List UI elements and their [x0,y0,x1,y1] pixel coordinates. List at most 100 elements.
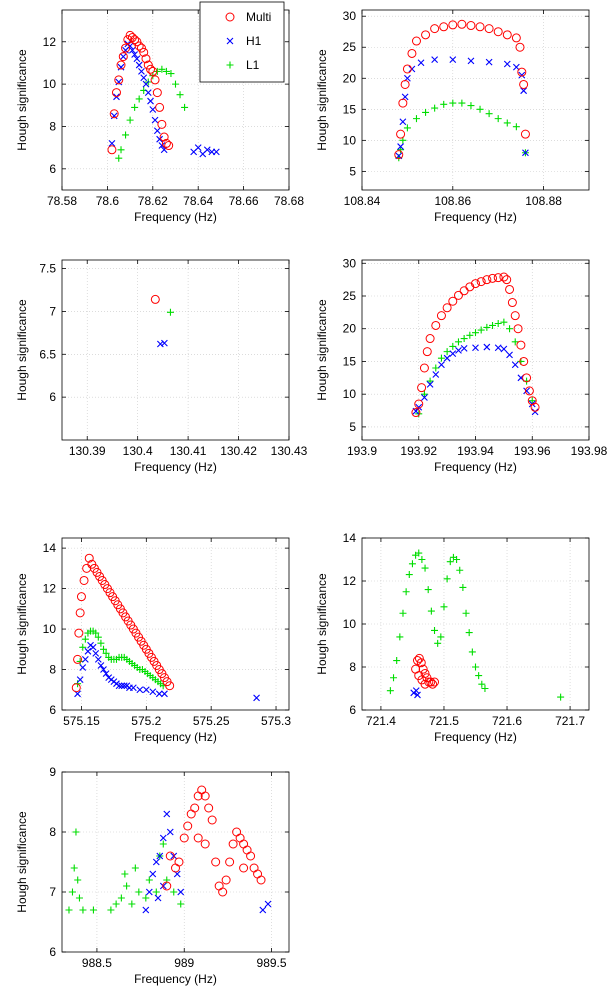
data-point [159,834,167,842]
panel-2: 108.84 108.86 108.88 5 10 15 20 25 30 Frequency (… [315,9,590,224]
x-tick-label: 108.84 [344,194,381,208]
x-tick-label: 78.62 [138,194,168,208]
data-point [170,888,178,896]
data-point [524,386,534,396]
data-point [155,690,163,698]
data-point [75,608,85,618]
series-l1 [415,318,536,418]
y-tick-label: 5 [349,164,356,178]
legend-label-l1: L1 [246,58,260,72]
data-point [454,338,462,346]
x-tick-label: 78.58 [47,194,77,208]
data-point [150,294,160,304]
series-multi [162,785,266,897]
legend-label-h1: H1 [246,34,262,48]
data-point [156,852,164,860]
data-point [158,142,166,149]
y-tick-label: 6.5 [39,347,56,361]
data-point [128,900,136,908]
data-point [520,87,528,95]
data-point [119,53,127,60]
data-point [97,662,105,669]
data-point [415,403,423,411]
data-point [84,553,94,563]
data-point [158,65,166,73]
data-point [92,629,100,637]
data-point [228,839,238,849]
data-point [114,75,124,85]
data-point [71,683,81,693]
y-axis-label: Hough significance [15,573,29,675]
data-point [430,677,440,687]
x-tick-label: 130.43 [271,444,308,458]
data-point [154,894,162,902]
data-point [246,851,256,861]
data-point [411,408,421,418]
x-tick-label: 130.41 [170,444,207,458]
data-point [517,357,525,365]
data-point [483,323,491,331]
data-point [455,346,462,354]
data-point [135,61,143,69]
data-point [531,408,539,416]
data-point [72,828,80,836]
data-point [420,390,428,398]
data-point [142,894,150,902]
x-tick-label: 721.5 [429,714,459,728]
data-point [166,828,174,836]
series-h1 [74,641,260,702]
data-point [403,124,411,132]
data-point [510,311,520,321]
data-point [143,60,153,70]
data-point [502,30,512,40]
data-point [511,361,519,369]
data-point [79,664,87,671]
data-point [159,840,167,848]
data-point [431,104,439,112]
data-point [417,59,425,67]
data-point [420,679,430,689]
data-point [207,815,217,825]
data-point [74,628,84,638]
data-point [402,588,410,596]
data-point [402,64,412,74]
data-point [465,629,473,637]
y-tick-label: 7.5 [39,262,56,276]
data-point [157,119,167,129]
y-tick-label: 10 [343,387,357,401]
data-point [76,592,86,602]
data-point [183,821,193,831]
data-point [164,141,174,151]
data-point [437,633,445,641]
series-l1 [386,549,565,701]
x-axis-label: Frequency (Hz) [134,210,217,224]
y-tick-label: 5 [349,420,356,434]
data-point [475,672,483,680]
data-point [74,876,82,884]
data-point [130,35,140,45]
x-tick-label: 78.64 [183,194,213,208]
data-point [121,870,129,878]
data-point [133,55,141,63]
y-tick-label: 15 [343,102,357,116]
data-point [89,906,97,914]
data-point [218,887,228,897]
data-point [122,131,130,139]
data-point [102,649,110,657]
x-tick-label: 78.68 [274,194,304,208]
data-point [443,348,451,356]
data-point [115,154,123,162]
data-point [414,691,421,699]
y-tick-label: 6 [49,390,56,404]
data-point [131,51,139,58]
data-point [102,670,110,677]
series-layer [150,294,174,348]
data-point [493,273,503,283]
data-point [466,21,476,31]
x-tick-label: 575.15 [63,714,100,728]
data-point [426,677,436,687]
data-point [522,149,529,157]
x-tick-label: 130.39 [69,444,106,458]
data-point [65,906,73,914]
data-point [456,566,464,574]
